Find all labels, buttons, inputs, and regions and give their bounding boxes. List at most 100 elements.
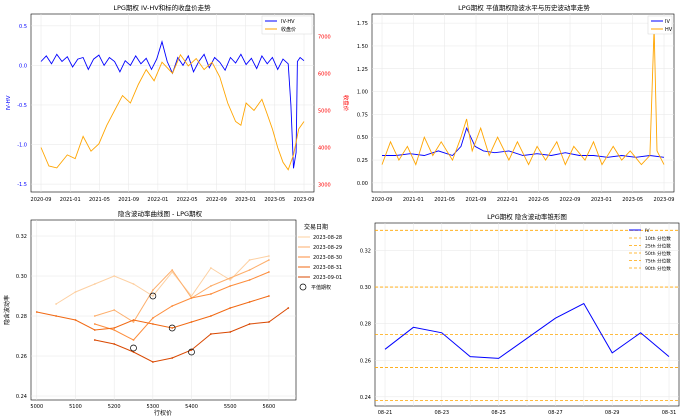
chart-iv-cone: LPG期权 隐含波动率锥形图 0.24 0.26 0.28 0.30 0.32 08-2…: [360, 212, 680, 416]
chart3-point: [35, 311, 38, 313]
chart3-point: [268, 255, 270, 257]
chart1-series: [40, 40, 305, 171]
chart4-legend-label: 10th 分位数: [645, 235, 671, 242]
chart3-point: [132, 319, 135, 321]
chart1-x-tick-label: 2022-01: [147, 197, 168, 203]
chart-iv-smile: 隐含波动率曲线图 - LPG期权 0.24 0.26 0.28 0.30 0.32 50…: [3, 209, 342, 417]
chart3-point: [190, 321, 193, 323]
chart3-point: [248, 301, 251, 303]
chart3-point: [55, 303, 57, 305]
chart3-legend-title: 交易日期: [304, 223, 328, 231]
chart2-legend-label-hv: HV: [665, 27, 673, 33]
chart3-x-tick-label: 5300: [146, 404, 159, 410]
chart3-point: [190, 297, 193, 299]
chart2-legend-label-iv: IV: [665, 19, 670, 25]
chart3-point: [132, 321, 135, 323]
chart2-x-tick-label: 2021-01: [403, 197, 424, 203]
chart2-series-iv: [382, 126, 665, 158]
chart3-y-ticks: 0.24 0.26 0.28 0.30 0.32: [16, 234, 27, 400]
chart4-x-tick-label: 08-23: [435, 410, 450, 416]
chart2-x-tick-label: 2022-05: [528, 197, 549, 203]
chart3-point: [93, 315, 96, 317]
chart4-x-tick-label: 08-21: [378, 410, 393, 416]
chart2-x-tick-label: 2021-05: [434, 197, 455, 203]
chart1-x-tick-label: 2022-09: [206, 197, 227, 203]
chart3-atm-marker: [149, 292, 157, 300]
chart3-legend-atm-marker: [299, 283, 307, 291]
chart3-title: 隐含波动率曲线图 - LPG期权: [118, 209, 203, 218]
chart2-y-tick-label: 0.25: [357, 158, 368, 164]
chart3-y-label: 隐含波动率: [3, 295, 11, 325]
chart3-legend-atm-label: 平值期权: [311, 284, 331, 291]
chart3-legend-label: 2023-09-01: [313, 275, 342, 281]
chart3-point: [171, 271, 174, 273]
chart2-y-tick-label: 0.50: [357, 135, 368, 141]
chart4-y-tick-label: 0.32: [360, 248, 371, 254]
chart3-point: [74, 319, 77, 321]
chart3-point: [152, 295, 154, 297]
chart1-y2-tick-label: 6000: [318, 71, 331, 77]
chart3-x-tick-label: 5500: [224, 404, 237, 410]
chart2-x-tick-label: 2023-09: [654, 197, 675, 203]
chart4-legend-label: 50th 分位数: [645, 250, 671, 257]
chart1-x-tick-label: 2023-05: [264, 197, 285, 203]
chart4-percentile-lines: [375, 229, 679, 401]
chart1-x-ticks: 2020-09 2021-01 2021-05 2021-09 2022-01 2022-…: [31, 197, 315, 203]
chart4-x-tick-label: 08-27: [548, 410, 563, 416]
chart1-y-tick-label: -0.5: [17, 103, 27, 109]
chart4-y-tick-label: 0.26: [360, 358, 371, 364]
chart3-legend-label: 2023-08-29: [313, 245, 342, 251]
chart3-legend-label: 2023-08-30: [313, 255, 342, 261]
chart3-point: [210, 315, 212, 317]
chart2-x-tick-label: 2020-09: [372, 197, 393, 203]
chart1-y-tick-label: -1.0: [17, 143, 27, 149]
chart3-point: [268, 321, 270, 323]
chart1-y2-tick-label: 3000: [318, 183, 331, 189]
chart2-legend: IV HV: [647, 15, 673, 35]
chart1-x-tick-label: 2023-09: [294, 197, 315, 203]
chart3-point: [210, 285, 212, 287]
chart3-point: [152, 289, 154, 291]
chart3-atm-marker: [130, 344, 137, 352]
chart3-series-2023-08-29: [94, 259, 270, 323]
chart1-y-label: IV-HV: [6, 95, 12, 110]
chart-iv-hv-history: LPG期权 平值期权隐波水平与历史波动率走势 0.00 0.25 0.50 0.75 1…: [357, 3, 675, 203]
chart3-point: [152, 361, 154, 363]
chart4-x-tick-label: 08-31: [662, 410, 677, 416]
chart3-point: [132, 351, 135, 353]
chart1-x-tick-label: 2023-01: [235, 197, 256, 203]
chart3-point: [93, 323, 96, 325]
chart3-point: [113, 275, 116, 277]
chart1-x-tick-label: 2021-01: [60, 197, 81, 203]
chart3-point: [248, 323, 251, 325]
chart3-x-ticks: 5000 5100 5200 5300 5400 5500 5600: [30, 404, 275, 410]
chart3-point: [171, 305, 174, 307]
chart2-y-tick-label: 1.75: [357, 21, 368, 27]
chart2-y-tick-label: 0.75: [357, 112, 368, 118]
chart2-x-tick-label: 2022-09: [560, 197, 581, 203]
chart2-y-tick-label: 1.00: [357, 90, 368, 96]
chart3-x-tick-label: 5000: [30, 404, 43, 410]
chart3-point: [171, 269, 174, 271]
chart4-y-tick-label: 0.30: [360, 285, 371, 291]
chart3-y-tick-label: 0.26: [16, 354, 27, 360]
chart1-y2-tick-label: 4000: [318, 146, 331, 152]
chart1-x-tick-label: 2022-05: [177, 197, 198, 203]
chart3-point: [152, 317, 154, 319]
chart2-x-ticks: 2020-09 2021-01 2021-05 2021-09 2022-01 2022-…: [372, 197, 675, 203]
chart1-x-tick-label: 2021-05: [89, 197, 110, 203]
chart4-title: LPG期权 隐含波动率锥形图: [487, 212, 567, 221]
chart3-series-2023-08-30: [94, 271, 270, 341]
chart3-legend-label: 2023-08-28: [313, 235, 342, 241]
chart2-x-tick-label: 2021-09: [466, 197, 487, 203]
chart2-x-tick-label: 2023-05: [622, 197, 643, 203]
chart1-x-tick-label: 2020-09: [31, 197, 52, 203]
chart3-point: [229, 285, 232, 287]
chart2-grid: [372, 14, 674, 192]
chart-iv-hv-price: LPG期权 IV-HV和标的收盘价走势 -1.5 -1.0 -0.5 0.0 0.5 3…: [6, 3, 350, 203]
chart4-legend-label-iv: IV: [645, 228, 650, 234]
chart2-x-tick-label: 2023-01: [591, 197, 612, 203]
chart3-point: [171, 327, 174, 329]
chart3-grid: [31, 220, 296, 400]
